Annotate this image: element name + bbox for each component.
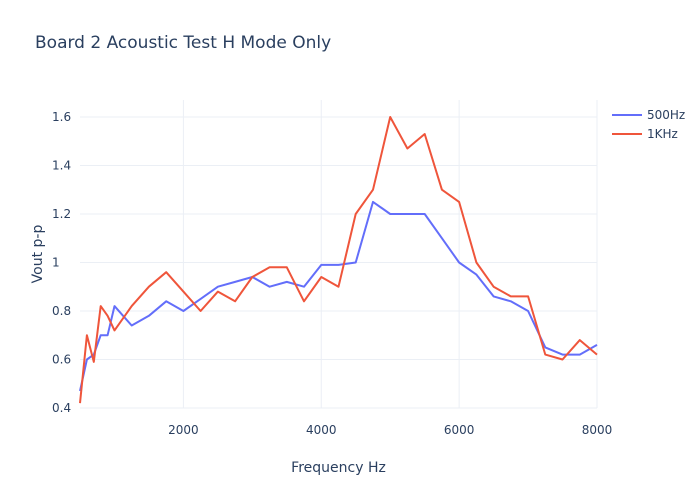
y-tick-label: 0.4 [52,401,71,415]
legend-label-0: 500Hz [647,108,685,122]
series-line-1 [79,116,598,404]
x-tick-label: 2000 [168,423,199,437]
x-axis-ticks: 2000 4000 6000 8000 [168,423,612,437]
x-tick-label: 4000 [306,423,337,437]
y-tick-label: 0.8 [52,304,71,318]
y-tick-label: 1.2 [52,207,71,221]
legend-label-1: 1KHz [647,127,678,141]
y-tick-label: 1 [52,255,60,269]
x-tick-label: 8000 [582,423,613,437]
y-tick-label: 0.6 [52,352,71,366]
series-line-0 [79,200,598,392]
y-axis-title: Vout p-p [30,225,46,284]
gridlines [80,100,598,409]
series-lines [79,116,598,404]
y-tick-label: 1.6 [52,110,71,124]
y-axis-ticks: 0.4 0.6 0.8 1 1.2 1.4 1.6 [52,110,71,415]
y-tick-label: 1.4 [52,158,71,172]
legend: 500Hz 1KHz [612,108,685,141]
chart-title: Board 2 Acoustic Test H Mode Only [35,33,332,53]
x-axis-title: Frequency Hz [291,460,386,476]
x-tick-label: 6000 [444,423,475,437]
